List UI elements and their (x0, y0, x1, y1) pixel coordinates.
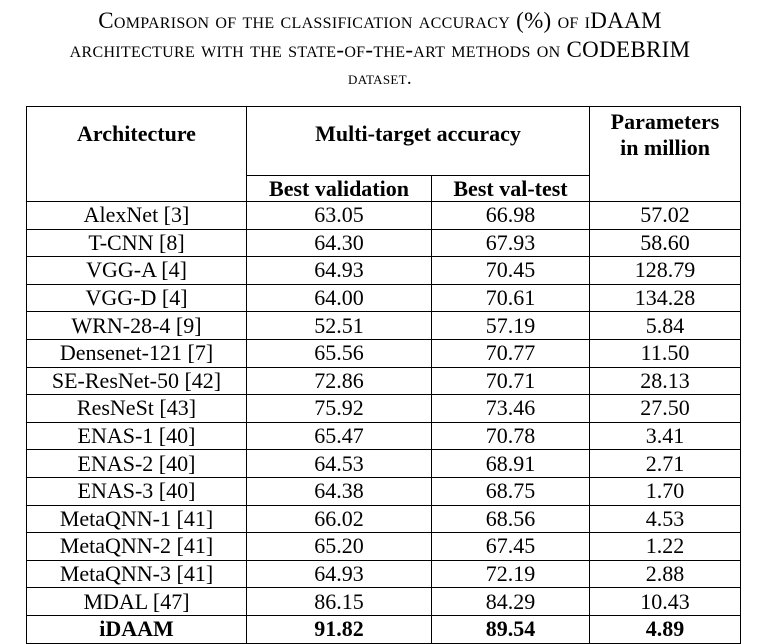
table-row: MetaQNN-2 [41] 65.20 67.45 1.22 (26, 532, 742, 561)
cell-best-val-test: 70.61 (430, 283, 591, 313)
table-row: WRN-28-4 [9] 52.51 57.19 5.84 (26, 311, 742, 340)
cell-best-validation: 64.00 (246, 283, 432, 313)
cell-parameters: 58.60 (589, 228, 742, 258)
table-row: ENAS-1 [40] 65.47 70.78 3.41 (26, 421, 742, 451)
header-parameters-line-2: in million (620, 135, 710, 160)
cell-best-val-test: 72.19 (430, 559, 591, 589)
table-row: MDAL [47] 86.15 84.29 10.43 (26, 587, 742, 616)
cell-parameters: 2.88 (589, 559, 742, 589)
cell-parameters: 1.22 (589, 532, 742, 561)
header-best-validation: Best validation (246, 175, 432, 202)
table-row: AlexNet [3] 63.05 66.98 57.02 (26, 201, 742, 230)
cell-best-val-test: 67.45 (430, 532, 591, 561)
cell-architecture: iDAAM (26, 614, 247, 644)
cell-best-validation: 65.56 (246, 338, 432, 368)
table-row: ResNeSt [43] 75.92 73.46 27.50 (26, 394, 742, 423)
cell-best-validation: 64.93 (246, 256, 432, 285)
cell-best-validation: 65.47 (246, 421, 432, 451)
cell-architecture: VGG-A [4] (26, 256, 247, 285)
cell-architecture: T-CNN [8] (26, 228, 247, 258)
cell-parameters: 10.43 (589, 587, 742, 616)
cell-best-validation: 66.02 (246, 504, 432, 534)
cell-architecture: MetaQNN-2 [41] (26, 532, 247, 561)
cell-best-val-test: 68.75 (430, 476, 591, 506)
cell-architecture: SE-ResNet-50 [42] (26, 366, 247, 396)
table-body: AlexNet [3] 63.05 66.98 57.02 T-CNN [8] … (26, 201, 742, 644)
table-row: ENAS-3 [40] 64.38 68.75 1.70 (26, 476, 742, 506)
table-row: MetaQNN-3 [41] 64.93 72.19 2.88 (26, 559, 742, 589)
caption-line-1: Comparison of the classification accurac… (98, 8, 662, 33)
cell-best-validation: 63.05 (246, 201, 432, 230)
table-row-highlighted: iDAAM 91.82 89.54 4.89 (26, 614, 742, 644)
cell-architecture: ENAS-1 [40] (26, 421, 247, 451)
table-caption: Comparison of the classification accurac… (0, 6, 760, 93)
cell-parameters: 4.53 (589, 504, 742, 534)
table-row: SE-ResNet-50 [42] 72.86 70.71 28.13 (26, 366, 742, 396)
cell-best-val-test: 68.91 (430, 449, 591, 478)
cell-best-val-test: 84.29 (430, 587, 591, 616)
cell-best-val-test: 89.54 (430, 614, 591, 644)
cell-parameters: 134.28 (589, 283, 742, 313)
cell-best-val-test: 73.46 (430, 394, 591, 423)
table-row: T-CNN [8] 64.30 67.93 58.60 (26, 228, 742, 258)
cell-parameters: 2.71 (589, 449, 742, 478)
cell-best-validation: 91.82 (246, 614, 432, 644)
cell-parameters: 11.50 (589, 338, 742, 368)
table-row: Densenet-121 [7] 65.56 70.77 11.50 (26, 338, 742, 368)
cell-parameters: 128.79 (589, 256, 742, 285)
cell-best-validation: 86.15 (246, 587, 432, 616)
cell-parameters: 28.13 (589, 366, 742, 396)
cell-best-val-test: 70.71 (430, 366, 591, 396)
comparison-table: Architecture Multi-target accuracy Param… (26, 106, 742, 644)
cell-parameters: 1.70 (589, 476, 742, 506)
cell-best-val-test: 67.93 (430, 228, 591, 258)
cell-parameters: 57.02 (589, 201, 742, 230)
cell-best-val-test: 68.56 (430, 504, 591, 534)
header-parameters-line-1: Parameters (610, 109, 720, 134)
cell-best-validation: 75.92 (246, 394, 432, 423)
cell-parameters: 3.41 (589, 421, 742, 451)
header-best-val-test: Best val-test (430, 175, 591, 202)
cell-architecture: Densenet-121 [7] (26, 338, 247, 368)
header-parameters: Parameters in million (589, 106, 742, 202)
cell-best-validation: 64.38 (246, 476, 432, 506)
cell-best-val-test: 70.77 (430, 338, 591, 368)
cell-parameters: 4.89 (589, 614, 742, 644)
cell-best-validation: 64.93 (246, 559, 432, 589)
cell-architecture: MetaQNN-3 [41] (26, 559, 247, 589)
cell-parameters: 5.84 (589, 311, 742, 340)
cell-best-validation: 52.51 (246, 311, 432, 340)
cell-best-val-test: 57.19 (430, 311, 591, 340)
cell-architecture: MDAL [47] (26, 587, 247, 616)
cell-best-validation: 72.86 (246, 366, 432, 396)
cell-architecture: ENAS-3 [40] (26, 476, 247, 506)
cell-best-val-test: 70.78 (430, 421, 591, 451)
cell-best-val-test: 66.98 (430, 201, 591, 230)
cell-architecture: ResNeSt [43] (26, 394, 247, 423)
cell-parameters: 27.50 (589, 394, 742, 423)
table-row: ENAS-2 [40] 64.53 68.91 2.71 (26, 449, 742, 478)
cell-best-validation: 65.20 (246, 532, 432, 561)
cell-best-validation: 64.53 (246, 449, 432, 478)
header-multi-target-accuracy: Multi-target accuracy (245, 106, 591, 176)
table-row: MetaQNN-1 [41] 66.02 68.56 4.53 (26, 504, 742, 534)
cell-architecture: MetaQNN-1 [41] (26, 504, 247, 534)
caption-line-2: architecture with the state-of-the-art m… (69, 37, 691, 62)
caption-line-3: dataset. (348, 68, 412, 89)
cell-best-validation: 64.30 (246, 228, 432, 258)
cell-architecture: AlexNet [3] (26, 201, 247, 230)
cell-architecture: VGG-D [4] (26, 283, 247, 313)
cell-architecture: WRN-28-4 [9] (26, 311, 247, 340)
table-row: VGG-A [4] 64.93 70.45 128.79 (26, 256, 742, 285)
cell-architecture: ENAS-2 [40] (26, 449, 247, 478)
cell-best-val-test: 70.45 (430, 256, 591, 285)
header-architecture: Architecture (26, 106, 247, 202)
table-row: VGG-D [4] 64.00 70.61 134.28 (26, 283, 742, 313)
